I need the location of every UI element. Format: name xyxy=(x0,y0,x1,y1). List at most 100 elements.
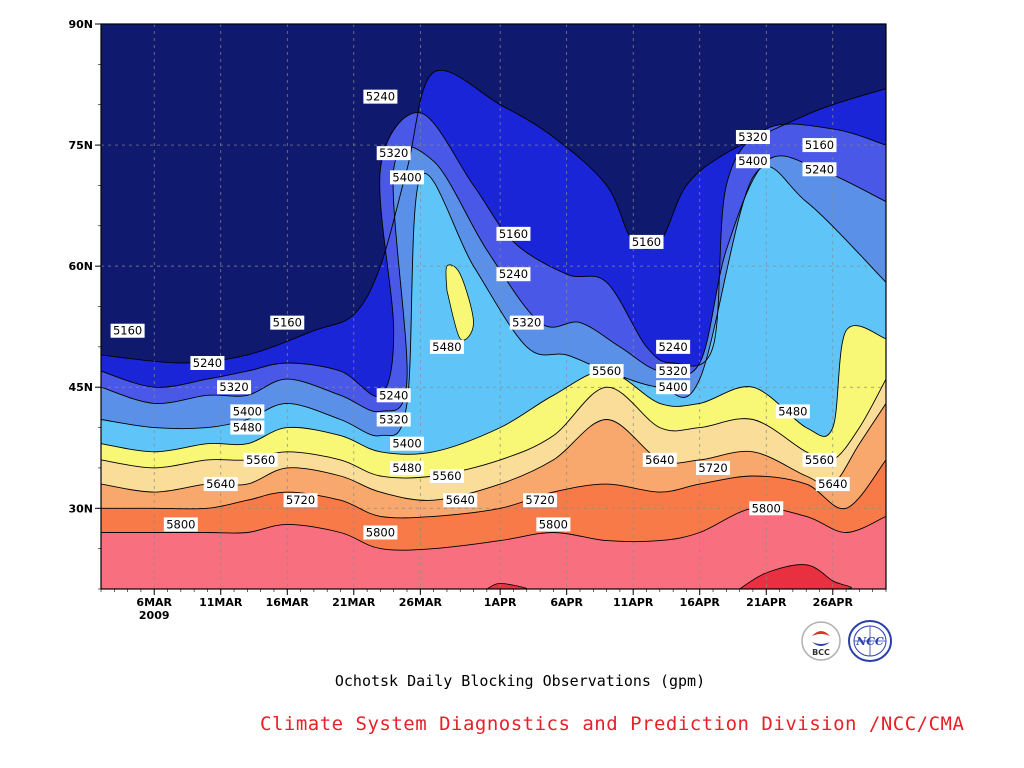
contour-label-box xyxy=(656,380,691,395)
contour-label-box xyxy=(496,267,531,282)
bcc-logo: BCC xyxy=(800,620,842,662)
contour-label-5160-0: 5160 xyxy=(110,323,145,338)
contour-label-5160-27: 5160 xyxy=(629,234,664,249)
x-tick-label-1apr: 1APR xyxy=(484,596,517,609)
contour-label-text: 5800 xyxy=(166,517,195,531)
contour-label-box xyxy=(363,89,398,104)
chart-credit: Climate System Diagnostics and Predictio… xyxy=(260,713,965,735)
ncc-logo: NCC xyxy=(845,619,895,663)
contour-label-box xyxy=(376,388,411,403)
x-tick-label-16apr: 16APR xyxy=(680,596,721,609)
x-tick-label-11mar: 11MAR xyxy=(199,596,243,609)
contour-label-text: 5160 xyxy=(113,324,142,338)
contour-label-5400-30: 5400 xyxy=(656,380,691,395)
contour-label-box xyxy=(735,154,770,169)
contour-label-box xyxy=(270,315,305,330)
contour-label-5480-17: 5480 xyxy=(390,460,425,475)
x-tick-sublabel-year: 2009 xyxy=(139,609,170,622)
x-tick-label-26mar: 26MAR xyxy=(399,596,443,609)
contour-label-5240-36: 5240 xyxy=(802,162,837,177)
contour-label-box xyxy=(629,234,664,249)
contour-label-5320-33: 5320 xyxy=(735,130,770,144)
contour-label-5240-14: 5240 xyxy=(376,388,411,403)
contour-line-layer xyxy=(101,69,886,551)
contour-label-5240-28: 5240 xyxy=(656,339,691,354)
contour-label-5160-21: 5160 xyxy=(496,226,531,241)
contour-label-5240-10: 5240 xyxy=(363,89,398,104)
contour-label-text: 5640 xyxy=(206,477,235,491)
contour-label-text: 5640 xyxy=(446,493,475,507)
contour-label-5560-39: 5560 xyxy=(802,452,837,467)
contour-label-text: 5800 xyxy=(366,526,395,540)
svg-text:BCC: BCC xyxy=(812,648,830,657)
contour-label-box xyxy=(190,356,225,370)
closed-region-5480-0 xyxy=(445,264,474,341)
contour-label-text: 5240 xyxy=(193,356,222,370)
contour-label-text: 5560 xyxy=(805,453,834,467)
contour-label-5320-11: 5320 xyxy=(376,146,411,161)
contour-label-5480-13: 5480 xyxy=(429,339,464,354)
contour-label-box xyxy=(243,452,278,467)
contour-label-text: 5400 xyxy=(392,437,421,451)
contour-label-text: 5400 xyxy=(738,154,767,168)
contour-label-box xyxy=(775,404,810,419)
y-tick-label-60n: 60N xyxy=(68,260,93,273)
contour-label-5800-8: 5800 xyxy=(163,517,198,532)
contour-label-text: 5640 xyxy=(645,453,674,467)
contour-label-5320-15: 5320 xyxy=(376,412,411,427)
contour-line-5160 xyxy=(101,69,886,364)
contour-label-5480-37: 5480 xyxy=(775,404,810,419)
contour-label-box xyxy=(390,436,425,451)
contour-label-text: 5160 xyxy=(805,138,834,152)
x-tick-label-21apr: 21APR xyxy=(746,596,787,609)
y-tick-label-75n: 75N xyxy=(68,139,93,152)
x-tick-label-6apr: 6APR xyxy=(550,596,583,609)
contour-label-box xyxy=(496,226,531,241)
contour-label-text: 5160 xyxy=(273,316,302,330)
contour-label-5720-24: 5720 xyxy=(523,493,558,508)
contour-label-box xyxy=(735,130,770,144)
contour-label-text: 5240 xyxy=(499,267,528,281)
contour-label-5400-3: 5400 xyxy=(230,404,265,419)
contour-line-5720 xyxy=(101,459,886,519)
band-above-5800 xyxy=(101,507,886,589)
contour-label-box xyxy=(363,525,398,540)
contour-label-5400-12: 5400 xyxy=(390,170,425,185)
x-tick-label-16mar: 16MAR xyxy=(266,596,310,609)
contour-label-5400-34: 5400 xyxy=(735,154,770,169)
contour-label-box xyxy=(110,323,145,338)
contour-label-text: 5720 xyxy=(698,461,727,475)
contour-label-box xyxy=(429,339,464,354)
contour-label-5480-4: 5480 xyxy=(230,420,265,435)
x-tick-label-26apr: 26APR xyxy=(813,596,854,609)
contour-line-5240 xyxy=(101,112,886,397)
contour-label-text: 5320 xyxy=(738,130,767,144)
contour-label-5720-32: 5720 xyxy=(696,460,731,475)
closed-region-5880-2 xyxy=(486,582,528,589)
contour-label-box xyxy=(802,138,837,153)
contour-label-5640-6: 5640 xyxy=(203,477,238,492)
contour-label-box xyxy=(656,339,691,354)
contour-label-5640-31: 5640 xyxy=(642,452,677,467)
x-tick-label-11apr: 11APR xyxy=(613,596,654,609)
y-tick-label-45n: 45N xyxy=(68,381,93,394)
contour-label-text: 5640 xyxy=(818,477,847,491)
contour-label-box xyxy=(390,170,425,185)
contour-label-5800-38: 5800 xyxy=(749,501,784,516)
contour-label-5160-35: 5160 xyxy=(802,138,837,153)
contour-label-box xyxy=(230,404,265,419)
contour-label-5560-26: 5560 xyxy=(589,364,624,379)
contour-label-text: 5480 xyxy=(432,340,461,354)
contour-label-5320-23: 5320 xyxy=(509,315,544,330)
x-tick-label-6mar: 6MAR xyxy=(136,596,172,609)
contour-label-text: 5480 xyxy=(392,461,421,475)
contour-label-5800-25: 5800 xyxy=(536,517,571,532)
contour-label-text: 5560 xyxy=(246,453,275,467)
contour-label-text: 5240 xyxy=(379,388,408,402)
contour-line-5640 xyxy=(101,403,886,501)
contour-label-box xyxy=(536,517,571,532)
contour-label-box xyxy=(509,315,544,330)
contour-label-box xyxy=(443,493,478,508)
contour-label-box xyxy=(230,420,265,435)
